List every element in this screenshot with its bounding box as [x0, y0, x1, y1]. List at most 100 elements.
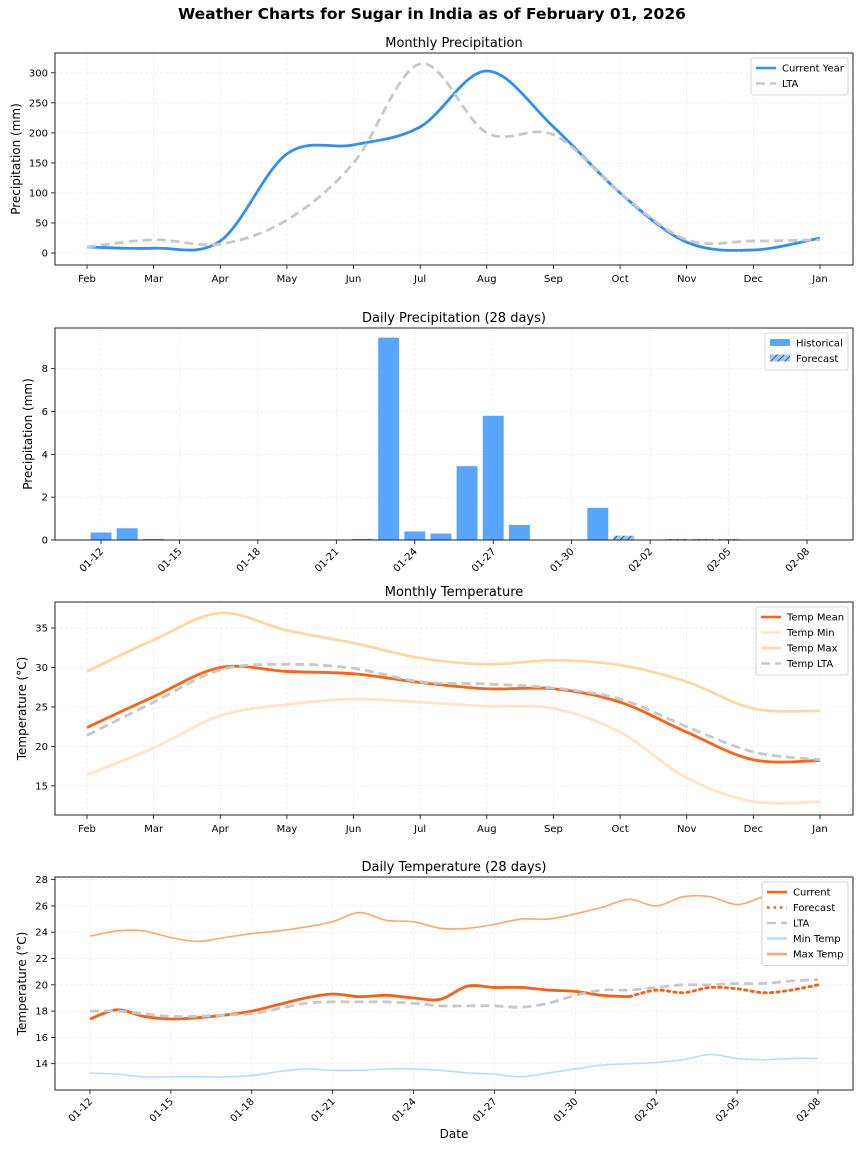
bar-historical-01-23 [378, 337, 400, 540]
bar-historical-01-26 [456, 466, 478, 540]
x-tick-label: Feb [78, 824, 96, 835]
x-tick-label: Jan [811, 824, 827, 835]
x-tick-label: Jun [345, 824, 362, 835]
y-tick-label: 4 [42, 450, 48, 461]
x-tick-label: Nov [677, 824, 697, 835]
x-tick-label: 01-30 [548, 546, 576, 574]
y-axis-label: Temperature (°C) [15, 932, 29, 1037]
y-tick-label: 0 [42, 536, 48, 547]
x-tick-label: 02-08 [795, 1096, 823, 1124]
chart-4: Daily Temperature (28 days) 14 16 18 20 22 24 2… [15, 860, 854, 1141]
x-tick-label: 01-27 [470, 546, 498, 574]
legend-label: Max Temp [793, 950, 844, 961]
legend: Current Year LTA [750, 57, 849, 96]
legend-label: Historical [796, 339, 843, 350]
x-tick-label: 01-15 [148, 1096, 176, 1124]
y-tick-label: 20 [35, 742, 48, 753]
x-tick-label: Jul [413, 274, 426, 285]
y-tick-label: 0 [42, 248, 48, 259]
y-tick-label: 25 [35, 702, 48, 713]
y-axis-label: Precipitation (mm) [21, 378, 35, 490]
x-tick-label: Jan [811, 274, 827, 285]
y-tick-label: 30 [35, 663, 48, 674]
legend-swatch [770, 354, 790, 362]
legend-label: LTA [793, 919, 810, 930]
x-tick-label: 01-27 [471, 1096, 499, 1124]
x-tick-label: Nov [677, 274, 697, 285]
legend-swatch [770, 339, 790, 346]
x-tick-label: 02-08 [784, 546, 812, 574]
x-tick-label: 01-24 [390, 1096, 418, 1124]
y-tick-label: 6 [42, 407, 48, 418]
y-tick-label: 16 [35, 1033, 48, 1044]
x-tick-label: 01-12 [67, 1096, 95, 1124]
bar-historical-01-31 [587, 507, 609, 540]
line-lta [89, 978, 819, 1019]
x-tick-label: Mar [144, 824, 164, 835]
x-tick-label: Aug [477, 824, 497, 835]
legend: Historical Forecast [764, 332, 849, 371]
x-tick-label: Oct [611, 824, 628, 835]
x-tick-label: Dec [744, 274, 763, 285]
chart-title: Daily Precipitation (28 days) [362, 311, 546, 326]
figure-title: Weather Charts for Sugar in India as of … [178, 5, 686, 23]
y-axis-label: Precipitation (mm) [9, 103, 23, 215]
y-tick-label: 24 [35, 928, 48, 939]
x-tick-label: 02-05 [714, 1096, 742, 1124]
bar-historical-01-28 [508, 525, 530, 540]
y-axis-label: Temperature (°C) [15, 657, 29, 762]
legend-label: Forecast [793, 903, 835, 914]
x-tick-label: Apr [212, 824, 230, 835]
y-tick-label: 100 [29, 188, 48, 199]
line-current-year [86, 69, 821, 252]
x-tick-label: Feb [78, 274, 96, 285]
x-tick-label: 01-18 [235, 546, 263, 574]
plot-frame [54, 52, 854, 266]
x-tick-label: 01-12 [78, 546, 106, 574]
x-tick-label: May [277, 824, 298, 835]
legend: Temp Mean Temp Min Temp Max Temp LTA [755, 606, 849, 676]
x-tick-label: Jul [413, 824, 426, 835]
x-tick-label: 02-02 [633, 1096, 661, 1124]
legend-label: Temp Min [786, 628, 835, 639]
bar-historical-01-12 [90, 532, 112, 540]
line-min-temp [89, 1053, 819, 1078]
x-axis-label: Date [440, 1127, 469, 1141]
legend-label: Temp Mean [786, 613, 844, 624]
bar-forecast-02-05 [718, 538, 740, 540]
bar-historical-01-25 [430, 533, 452, 540]
chart-3: Monthly Temperature 15 20 25 30 35 Feb Mar Apr Ma… [15, 585, 854, 835]
y-tick-label: 150 [29, 158, 48, 169]
bar-historical-01-22 [352, 538, 373, 540]
x-tick-label: 02-02 [627, 546, 655, 574]
x-tick-label: 01-18 [229, 1096, 257, 1124]
plot-frame [54, 601, 854, 816]
y-tick-label: 8 [42, 364, 48, 375]
line-current [89, 984, 630, 1021]
bar-historical-01-14 [142, 538, 164, 540]
line-temp-min [86, 697, 821, 805]
x-tick-label: Jun [345, 274, 362, 285]
legend-label: Temp Max [786, 644, 838, 655]
chart-2: Daily Precipitation (28 days) 0 2 4 6 8 01-12 0… [21, 311, 854, 575]
legend: Current Forecast LTA Min Temp Max Temp [761, 881, 849, 966]
bar-historical-01-24 [404, 531, 426, 540]
x-tick-label: Oct [611, 274, 628, 285]
chart-title: Daily Temperature (28 days) [361, 860, 546, 875]
y-tick-label: 18 [35, 1007, 48, 1018]
bar-forecast-02-04 [691, 538, 713, 540]
legend-label: Current Year [782, 64, 845, 75]
line-lta [86, 62, 821, 249]
x-tick-label: 01-30 [552, 1096, 580, 1124]
x-tick-label: May [277, 274, 298, 285]
chart-title: Monthly Precipitation [385, 36, 522, 51]
x-tick-label: 01-21 [313, 546, 341, 574]
x-tick-label: 01-21 [309, 1096, 337, 1124]
y-tick-label: 28 [35, 875, 48, 886]
y-tick-label: 300 [29, 68, 48, 79]
line-temp-lta [86, 662, 821, 762]
x-tick-label: 02-05 [705, 546, 733, 574]
legend-box [761, 881, 849, 966]
bar-forecast-02-01 [613, 535, 635, 540]
